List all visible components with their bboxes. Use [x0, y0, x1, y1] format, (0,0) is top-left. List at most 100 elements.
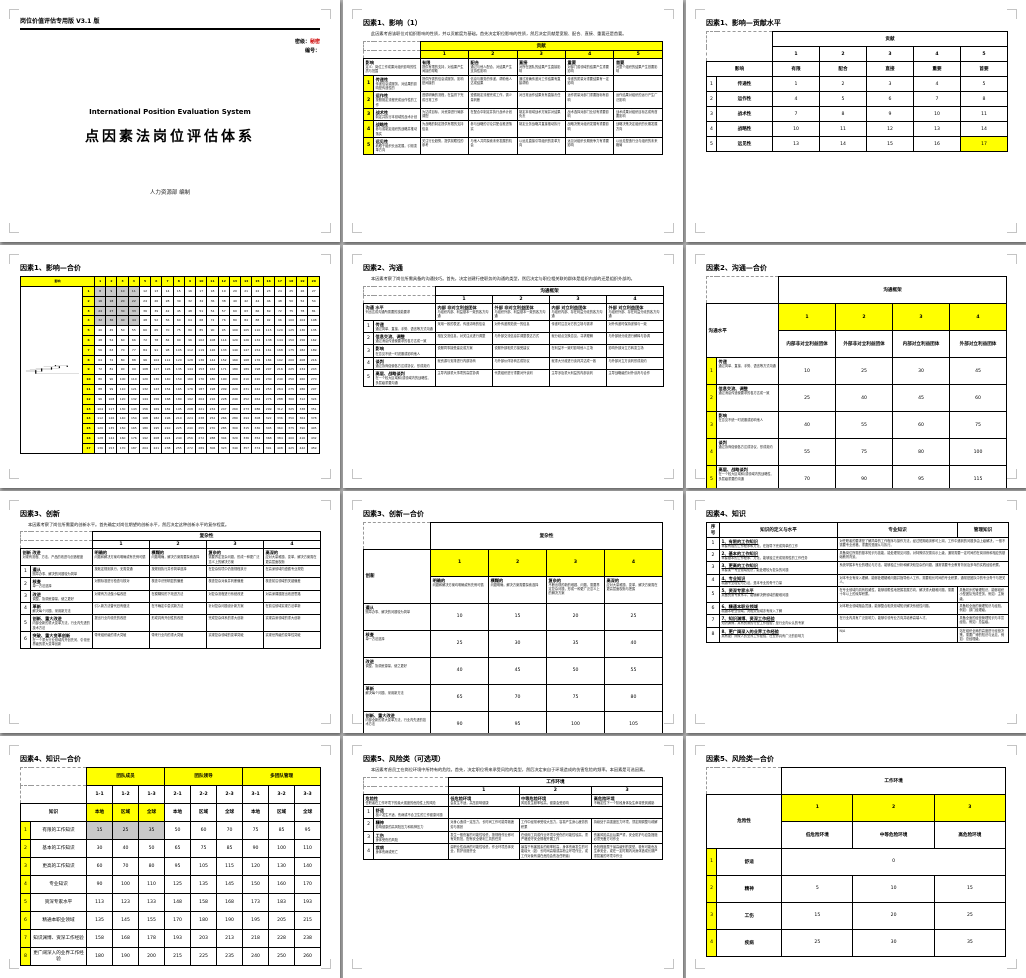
cell-heading: 遵从 — [365, 604, 374, 610]
matrix-value-cell: 299 — [262, 403, 275, 415]
cell: 在使用工具或作业环境中受伤的可能性较高，须严格遵守安全规程开展工作 — [518, 830, 593, 845]
cell: 3 — [549, 295, 607, 305]
cell: 155 — [137, 910, 166, 930]
cell — [20, 540, 93, 550]
matrix-value-cell: 24 — [94, 305, 107, 317]
cell: 2 — [20, 838, 31, 858]
matrix-value-cell: 48 — [138, 315, 152, 327]
matrix-value-cell: 306 — [206, 442, 219, 454]
matrix-value-cell: 350 — [284, 413, 298, 425]
matrix-value-cell: 324 — [307, 393, 320, 405]
cell-text: 通过简单、直接、手势、语言等方式沟通 — [718, 364, 776, 369]
page-1[interactable]: 岗位价值评估专用版 V3.1 版密级：秘密 编号： International Po… — [0, 0, 340, 243]
matrix-value-cell: 112 — [94, 413, 107, 425]
matrix-value-cell: 117 — [105, 403, 118, 415]
cell: 100 — [112, 874, 139, 894]
cell: 4 — [948, 303, 1008, 332]
cell: 2 — [819, 46, 867, 62]
page-12[interactable]: 因素5、风险类—合价 工作环境 危险性 1 2 3 低危险环境 中等危险环境 高危险环境 1 舒适 0… — [686, 735, 1026, 978]
cell: 信息与服务的传递，帮助他人达成结果 — [468, 74, 518, 93]
cell: 高深的 应对大量难题、变革，解决方案需在更高层面权衡与把握 — [603, 575, 664, 604]
cell-heading: 明确的 — [432, 577, 446, 583]
cell: 专业知识 — [837, 521, 958, 538]
cell: 5 — [20, 892, 31, 912]
matrix-value-cell: 19 — [217, 286, 230, 297]
matrix-value-cell: 330 — [251, 423, 264, 434]
page-9[interactable]: 因素4、知识 序号 知识的定义与水平 专业知识 管理知识 1 1、有限的工作知识 掌握有限的工… — [686, 490, 1026, 733]
cell: 实现高深领域的重大创新 — [262, 614, 322, 633]
matrix-value-cell: 33 — [127, 305, 140, 317]
matrix-row-header: 14 — [81, 413, 96, 425]
cell: 65 — [430, 683, 490, 712]
matrix-value-cell: 120 — [94, 423, 107, 434]
cell: 4、专业知识 精通专业理论与方法，是本专业的骨干力量 — [719, 573, 838, 587]
matrix-value-cell: 8 — [94, 286, 107, 297]
cell — [363, 49, 421, 59]
page-6[interactable]: 因素2、沟通—合价 沟通框架 沟通水平 1 2 3 4 内部非对立利益团体 外部非对立利益团体内… — [686, 245, 1026, 488]
matrix-value-cell: 108 — [206, 335, 219, 346]
matrix-value-cell: 90 — [172, 335, 185, 346]
matrix-value-cell: 140 — [161, 374, 174, 386]
matrix-value-cell: 150 — [172, 374, 185, 386]
cell: 170 — [164, 910, 192, 930]
cell: 225 — [190, 946, 218, 966]
crop-mark — [321, 9, 331, 19]
matrix-value-cell: 115 — [262, 325, 275, 337]
crop-mark — [664, 254, 674, 265]
cell: 6 — [20, 631, 31, 649]
cell: 35 — [137, 820, 166, 840]
cell: 10 — [852, 874, 935, 903]
page-4[interactable]: 因素1、影响—合价 影响 1 2 3 4 5 6 7 8 9 10 11 12 13 14 15 16 17 18 19… — [0, 245, 340, 488]
cell: 40 — [778, 411, 836, 440]
cell: 3 — [362, 830, 375, 845]
cell-text: 影响健康的高风险压力和精神压力 — [375, 825, 424, 830]
matrix-value-cell: 200 — [284, 354, 298, 366]
page-intro: 此因素考虑该职位对组织影响的性质，并以贡献度为基础。首先决定职位影响的性质，然后… — [371, 31, 627, 36]
cell: 实现世界级的变革性突破 — [262, 631, 322, 649]
cell-heading: 改进 — [365, 658, 374, 664]
cell: 与外部对立方谈判形成契约 — [605, 356, 665, 371]
sheet-table: 团队成员 团队领导 多团队管理 1-1 1-2 1-3 2-1 2-2 2-3 3-1 3-2 3-3… — [20, 766, 322, 966]
cell: 具备岗位所需的基本知识与技能，能处理常见问题，对特殊情况需请示上级，通常需要一定… — [837, 548, 1009, 563]
matrix-value-cell: 18 — [206, 286, 219, 297]
page-content: 因素3、创新—合价 复杂性 创新 1 2 3 4 明确的 问题和解决方案均明确或有先例可循 模糊的… — [362, 503, 664, 733]
cell — [447, 805, 664, 820]
cell: 3 — [866, 76, 914, 92]
matrix-value-cell: 168 — [240, 354, 253, 366]
cell: 40 — [430, 656, 490, 685]
cell: 90 — [835, 465, 893, 488]
cell-heading: 创新 改进 — [22, 550, 41, 556]
matrix-value-cell: 204 — [195, 393, 208, 405]
page-5[interactable]: 因素2、沟通 本因素考察了岗位所需具备的沟通技巧。首先，决定创建行使职务的沟通的类… — [343, 245, 683, 488]
matrix-value-cell: 91 — [150, 344, 163, 356]
cell-text: 通过协商促使各方达成协议、形成契约 — [718, 445, 773, 450]
matrix-value-cell: 234 — [296, 364, 309, 376]
crop-mark — [321, 254, 331, 265]
matrix-value-cell: 80 — [183, 325, 197, 337]
matrix-value-cell: 138 — [262, 335, 275, 346]
cell: 100 — [546, 710, 605, 733]
page-7[interactable]: 因素3、创新 本因素考察了岗位所需要的创新水平。首先确定对岗位期望的创新水平，然后… — [0, 490, 340, 733]
cell: 1、有限的工作知识 掌握有限的工作程序和方法，在指导下完成简单的工作 — [719, 536, 838, 550]
page-11[interactable]: 因素5、风险类（可选项） 本因素考虑员工在岗位环境中所特有的危险。首先，决定职位将… — [343, 735, 683, 978]
matrix-value-cell: 154 — [251, 344, 264, 356]
cell: 具备初步的管理知识，能够组织小型团队完成任务，例如：主管级。 — [957, 585, 1009, 603]
page-10[interactable]: 因素4、知识—合价 团队成员 团队领导 多团队管理 1-1 1-2 1-3 2-1 2-2 2-3… — [0, 735, 340, 978]
cell: 就资源与安排进行内部协商 — [435, 356, 493, 371]
page-3[interactable]: 因素1、影响—贡献水平 贡献 1 2 3 4 5 影响 有限 配合 直接 重要 首要 1 传递性 1 2 3 4 5 2… — [686, 0, 1026, 243]
page-8[interactable]: 因素3、创新—合价 复杂性 创新 1 2 3 4 明确的 问题和解决方案均明确或有先例可循 模糊的… — [343, 490, 683, 733]
cell-heading: 6、精通本职业领域 — [721, 603, 758, 609]
cell-heading: 战略性 — [375, 122, 389, 128]
cell: 120 — [242, 856, 270, 876]
cell: 25 — [933, 901, 1007, 930]
page-2[interactable]: 因素1、影响（1） 此因素考虑该职位对组织影响的性质，并以贡献度为基础。首先决定职… — [343, 0, 683, 243]
cell: 直接 对所在团队的结果产生直接影响 — [516, 57, 567, 76]
cell: 7 — [20, 928, 31, 948]
matrix-value-cell: 64 — [183, 315, 197, 327]
cell: 3 — [706, 561, 720, 575]
cell: 通过准确传递对工作结果有直接帮助 — [516, 74, 567, 93]
matrix-col-header: 18 — [284, 276, 298, 288]
matrix-value-cell: 250 — [284, 374, 298, 386]
cell: 2 — [362, 818, 375, 832]
cell: 工伤 身体受伤的风险 — [373, 830, 449, 845]
